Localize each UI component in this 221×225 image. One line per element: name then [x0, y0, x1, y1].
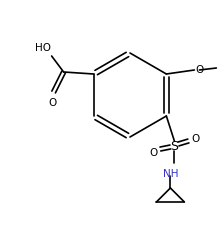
Text: NH: NH — [163, 168, 178, 178]
Text: O: O — [48, 98, 57, 108]
Text: O: O — [195, 65, 204, 75]
Text: S: S — [170, 140, 178, 153]
Text: O: O — [191, 133, 200, 143]
Text: HO: HO — [35, 43, 51, 53]
Text: O: O — [149, 147, 158, 157]
